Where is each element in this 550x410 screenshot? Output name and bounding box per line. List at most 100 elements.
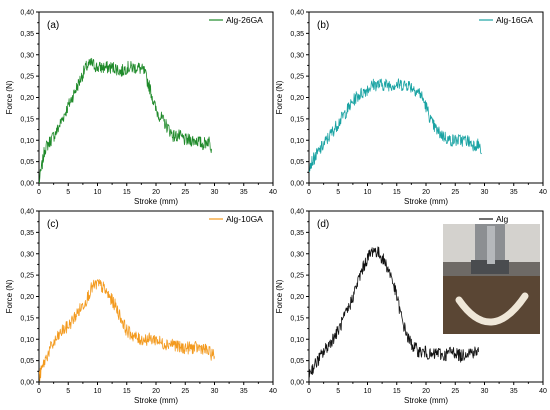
y-tick-label: 0,05 [290,358,304,365]
series-line [309,246,480,378]
chart-panel-4: 0 5 10 15 20 25 30 35 40 0,00 0,05 0,10 0,15 0,20 0,25… [275,209,547,406]
panel-label: (a) [47,20,59,31]
y-tick-label: 0,30 [20,52,34,59]
x-tick-label: 25 [181,189,189,196]
y-tick-label: 0,35 [20,31,34,38]
y-tick-label: 0,35 [290,31,304,38]
x-tick-label: 35 [240,388,248,395]
x-tick-label: 25 [451,189,459,196]
x-tick-label: 40 [269,189,277,196]
x-tick-label: 40 [539,189,547,196]
y-tick-label: 0,40 [290,10,304,17]
series-line [39,57,212,183]
x-axis-label: Stroke (mm) [134,396,178,405]
series-line [309,78,482,173]
y-tick-label: 0,10 [20,337,34,344]
x-axis-label: Stroke (mm) [134,197,178,206]
y-tick-label: 0,30 [20,251,34,258]
x-tick-label: 5 [66,189,70,196]
x-tick-label: 10 [364,189,372,196]
x-tick-label: 35 [240,189,248,196]
y-tick-label: 0,40 [20,10,34,17]
series-line [39,279,215,382]
x-tick-label: 5 [336,388,340,395]
y-axis-label: Force (N) [275,80,284,114]
x-axis-label: Stroke (mm) [404,197,448,206]
x-tick-label: 40 [539,388,547,395]
y-tick-label: 0,30 [290,251,304,258]
y-tick-label: 0,15 [20,315,34,322]
plot-frame [38,210,274,383]
x-tick-label: 25 [451,388,459,395]
chart-panel-1: 0 5 10 15 20 25 30 35 40 0,00 0,05 0,10 0,15 0,20 0,25… [5,10,277,207]
panel-label: (b) [317,20,329,31]
x-tick-label: 5 [336,189,340,196]
y-tick-label: 0,00 [290,380,304,387]
x-tick-label: 0 [37,388,41,395]
photo-shaft [487,226,495,264]
chart-panel-2: 0 5 10 15 20 25 30 35 40 0,00 0,05 0,10 0,15 0,20 0,25… [275,10,547,207]
x-tick-label: 35 [510,189,518,196]
y-tick-label: 0,30 [290,52,304,59]
legend-label: Alg [496,214,509,224]
y-tick-label: 0,10 [290,337,304,344]
x-tick-label: 30 [481,189,489,196]
plot-frame [38,11,274,184]
y-tick-label: 0,20 [290,294,304,301]
y-tick-label: 0,05 [20,159,34,166]
inset-photo [443,224,540,334]
x-tick-label: 5 [66,388,70,395]
plot-frame [308,11,544,184]
panel-label: (c) [47,219,59,230]
x-tick-label: 15 [123,388,131,395]
y-tick-label: 0,15 [20,116,34,123]
panel-label: (d) [317,219,329,230]
x-tick-label: 30 [211,388,219,395]
photo-probe [471,260,509,274]
y-tick-label: 0,25 [20,273,34,280]
y-axis-label: Force (N) [275,279,284,313]
x-tick-label: 25 [181,388,189,395]
y-tick-label: 0,25 [290,273,304,280]
x-tick-label: 0 [307,388,311,395]
x-tick-label: 15 [123,189,131,196]
x-tick-label: 30 [481,388,489,395]
x-tick-label: 20 [422,388,430,395]
y-tick-label: 0,20 [20,95,34,102]
chart-panel-3: 0 5 10 15 20 25 30 35 40 0,00 0,05 0,10 0,15 0,20 0,25… [5,209,277,406]
x-tick-label: 10 [94,388,102,395]
y-tick-label: 0,25 [290,74,304,81]
y-tick-label: 0,20 [20,294,34,301]
y-tick-label: 0,35 [20,230,34,237]
y-tick-label: 0,20 [290,95,304,102]
y-axis-label: Force (N) [5,80,14,114]
x-tick-label: 20 [152,189,160,196]
y-tick-label: 0,10 [290,138,304,145]
y-tick-label: 0,10 [20,138,34,145]
y-tick-label: 0,15 [290,315,304,322]
x-axis-label: Stroke (mm) [404,396,448,405]
y-tick-label: 0,05 [20,358,34,365]
y-tick-label: 0,00 [20,181,34,188]
y-tick-label: 0,00 [20,380,34,387]
legend-label: Alg-10GA [226,214,263,224]
legend-label: Alg-16GA [496,15,533,25]
y-tick-label: 0,05 [290,159,304,166]
x-tick-label: 30 [211,189,219,196]
x-tick-label: 20 [152,388,160,395]
y-tick-label: 0,15 [290,116,304,123]
x-tick-label: 10 [364,388,372,395]
x-tick-label: 40 [269,388,277,395]
x-tick-label: 15 [393,189,401,196]
y-tick-label: 0,40 [290,209,304,216]
x-tick-label: 35 [510,388,518,395]
y-axis-label: Force (N) [5,279,14,313]
y-tick-label: 0,25 [20,74,34,81]
legend-label: Alg-26GA [226,15,263,25]
y-tick-label: 0,00 [290,181,304,188]
x-tick-label: 15 [393,388,401,395]
x-tick-label: 20 [422,189,430,196]
x-tick-label: 10 [94,189,102,196]
x-tick-label: 0 [37,189,41,196]
